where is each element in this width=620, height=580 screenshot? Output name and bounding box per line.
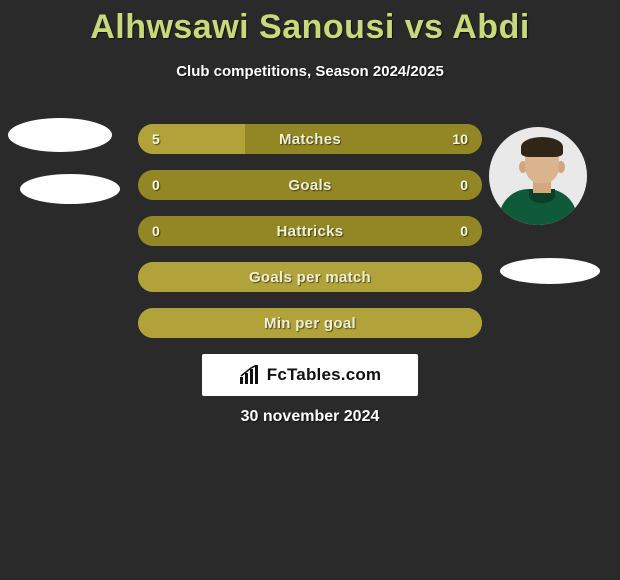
stat-bar: Min per goal [138,308,482,338]
brand-badge: FcTables.com [202,354,418,396]
stat-bar: 00Hattricks [138,216,482,246]
left-decor-ellipse-2 [20,174,120,204]
stat-label: Matches [138,124,482,154]
stat-label: Goals [138,170,482,200]
stat-bar: 00Goals [138,170,482,200]
brand-text: FcTables.com [267,365,382,385]
snapshot-date: 30 november 2024 [0,408,620,426]
stat-label: Hattricks [138,216,482,246]
brand-chart-icon [239,365,261,385]
stat-label: Min per goal [138,308,482,338]
stat-label: Goals per match [138,262,482,292]
comparison-bars: 510Matches 00Goals 00Hattricks Goals per ma… [138,124,482,354]
player-avatar-right [489,127,587,225]
stat-bar: Goals per match [138,262,482,292]
left-decor-ellipse-1 [8,118,112,152]
page-title: Alhwsawi Sanousi vs Abdi [0,0,620,47]
page-subtitle: Club competitions, Season 2024/2025 [0,63,620,80]
stat-bar: 510Matches [138,124,482,154]
right-decor-ellipse-1 [500,258,600,284]
